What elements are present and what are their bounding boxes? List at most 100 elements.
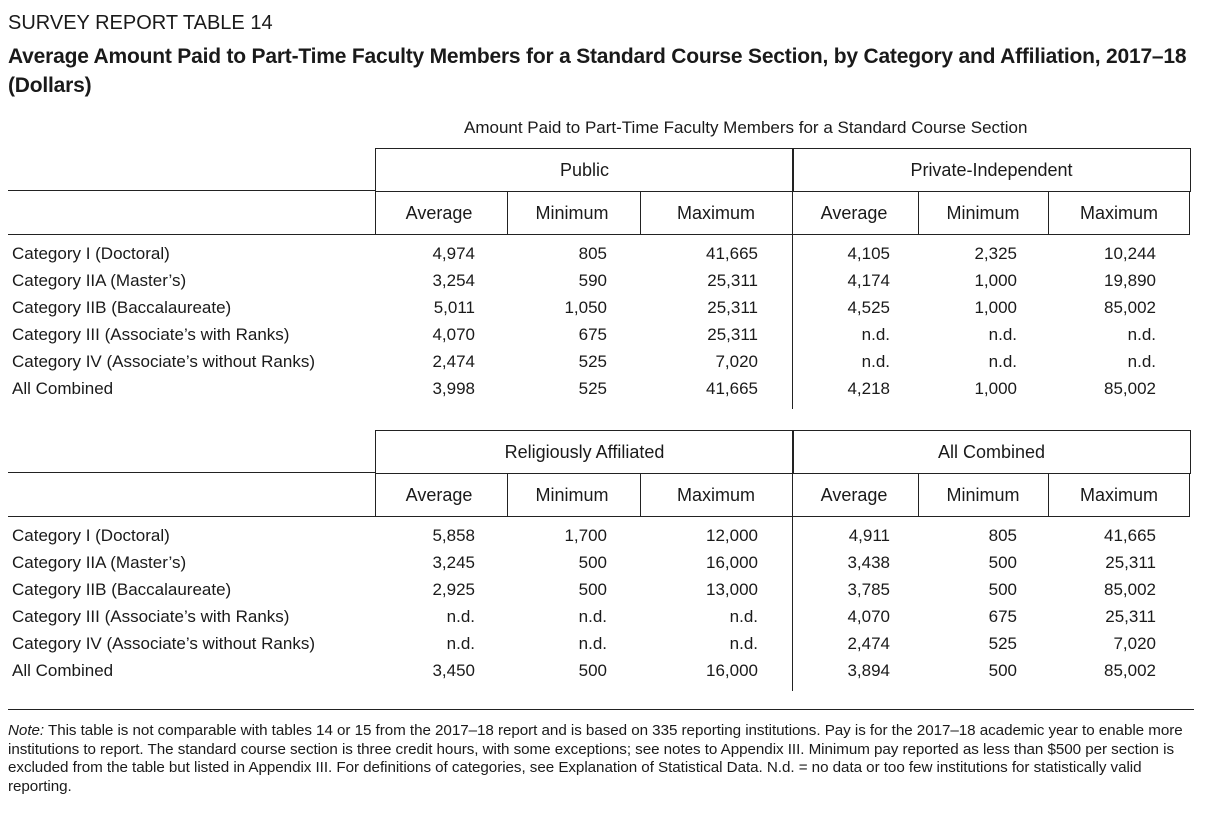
column-header: Minimum xyxy=(535,203,609,223)
table-cell: 5,011 xyxy=(433,298,475,317)
column-divider xyxy=(1189,473,1190,516)
table-cell: 3,450 xyxy=(432,661,475,680)
column-divider xyxy=(507,473,508,516)
table-cell: 13,000 xyxy=(706,580,758,599)
column-header: Average xyxy=(405,485,473,505)
table-cell: 85,002 xyxy=(1104,379,1156,398)
table-cell: 5,858 xyxy=(432,526,475,545)
table-cell: 4,070 xyxy=(847,607,890,626)
table-cell: 4,974 xyxy=(432,244,475,263)
table-cell: n.d. xyxy=(988,325,1017,344)
table-cell: n.d. xyxy=(578,607,607,626)
table-cell: 525 xyxy=(578,352,607,371)
row-label: All Combined xyxy=(12,661,114,680)
column-divider xyxy=(375,191,376,234)
table-cell: 3,245 xyxy=(432,553,475,572)
table-cell: 500 xyxy=(988,580,1017,599)
table-cell: 25,311 xyxy=(707,271,758,290)
column-divider xyxy=(792,191,793,234)
table-cell: 85,002 xyxy=(1104,298,1156,317)
table-cell: 500 xyxy=(988,661,1017,680)
group-divider xyxy=(792,234,793,409)
column-divider xyxy=(792,473,793,516)
column-divider xyxy=(1048,473,1049,516)
table-cell: 25,311 xyxy=(707,325,758,344)
column-header: Maximum xyxy=(676,203,755,223)
table-bottom-rule xyxy=(8,709,1194,710)
table-cell: n.d. xyxy=(1127,325,1156,344)
table-cell: 41,665 xyxy=(1104,526,1156,545)
row-label: Category IIA (Master’s) xyxy=(12,553,187,572)
table-cell: 500 xyxy=(578,553,607,572)
row-label: Category IV (Associate’s without Ranks) xyxy=(12,634,315,653)
table-cell: 675 xyxy=(578,325,607,344)
table-cell: 675 xyxy=(988,607,1017,626)
table-cell: n.d. xyxy=(988,352,1017,371)
table-cell: 7,020 xyxy=(1113,634,1156,653)
table-cell: 500 xyxy=(988,553,1017,572)
table-cell: n.d. xyxy=(861,352,890,371)
table-cell: 4,218 xyxy=(847,379,890,398)
column-header: Maximum xyxy=(676,485,755,505)
column-divider xyxy=(640,191,641,234)
row-label: Category IIB (Baccalaureate) xyxy=(12,580,232,599)
note-text: This table is not comparable with tables… xyxy=(8,722,1183,795)
super-header: Amount Paid to Part-Time Faculty Members… xyxy=(464,118,1028,137)
table-cell: 3,438 xyxy=(847,553,890,572)
table-cell: 590 xyxy=(578,271,607,290)
table-cell: 7,020 xyxy=(715,352,758,371)
row-label: Category I (Doctoral) xyxy=(12,526,170,545)
column-header: Minimum xyxy=(535,485,609,505)
table-cell: 16,000 xyxy=(706,553,758,572)
table-cell: 10,244 xyxy=(1104,244,1156,263)
table-cell: 4,070 xyxy=(432,325,475,344)
table-cell: n.d. xyxy=(729,607,758,626)
table-cell: 85,002 xyxy=(1104,580,1156,599)
table-cell: 19,890 xyxy=(1104,271,1156,290)
table-cell: 1,000 xyxy=(974,379,1017,398)
table-cell: n.d. xyxy=(446,607,475,626)
row-label: Category IIA (Master’s) xyxy=(12,271,187,290)
column-divider xyxy=(375,473,376,516)
table-cell: 25,311 xyxy=(1105,607,1156,626)
table-cell: 12,000 xyxy=(706,526,758,545)
table-cell: 25,311 xyxy=(1105,553,1156,572)
table-cell: 85,002 xyxy=(1104,661,1156,680)
table-title: Average Amount Paid to Part-Time Faculty… xyxy=(8,45,1187,97)
group-header: Religiously Affiliated xyxy=(375,430,794,474)
column-divider xyxy=(918,191,919,234)
column-header: Average xyxy=(820,485,888,505)
table-cell: 3,998 xyxy=(432,379,475,398)
table-cell: 805 xyxy=(988,526,1017,545)
header-bottom-rule xyxy=(8,234,1190,235)
row-label: Category III (Associate’s with Ranks) xyxy=(12,607,290,626)
row-label: All Combined xyxy=(12,379,114,398)
header-rule xyxy=(375,473,1190,474)
table-top-rule xyxy=(8,190,375,191)
table-cell: 4,911 xyxy=(848,526,890,545)
column-divider xyxy=(1048,191,1049,234)
column-divider xyxy=(640,473,641,516)
table-top-rule-2 xyxy=(8,472,375,473)
group-divider xyxy=(792,516,793,691)
row-label: Category III (Associate’s with Ranks) xyxy=(12,325,290,344)
table-cell: 2,474 xyxy=(847,634,890,653)
column-divider xyxy=(1189,191,1190,234)
table-cell: 805 xyxy=(578,244,607,263)
header-rule xyxy=(375,191,1190,192)
row-label: Category IIB (Baccalaureate) xyxy=(12,298,232,317)
column-header: Maximum xyxy=(1079,485,1158,505)
column-header: Minimum xyxy=(946,485,1020,505)
table-cell: 41,665 xyxy=(706,244,758,263)
report-label: SURVEY REPORT TABLE 14 xyxy=(8,12,273,34)
table-cell: 1,000 xyxy=(974,298,1017,317)
table-cell: 3,894 xyxy=(847,661,890,680)
column-divider xyxy=(507,191,508,234)
column-header: Average xyxy=(405,203,473,223)
table-cell: 25,311 xyxy=(707,298,758,317)
column-divider xyxy=(918,473,919,516)
table-cell: n.d. xyxy=(861,325,890,344)
table-cell: 525 xyxy=(988,634,1017,653)
table-cell: 1,000 xyxy=(974,271,1017,290)
table-panel-religious-combined: Religiously Affiliated Average Minimum Maxi… xyxy=(0,430,1212,700)
